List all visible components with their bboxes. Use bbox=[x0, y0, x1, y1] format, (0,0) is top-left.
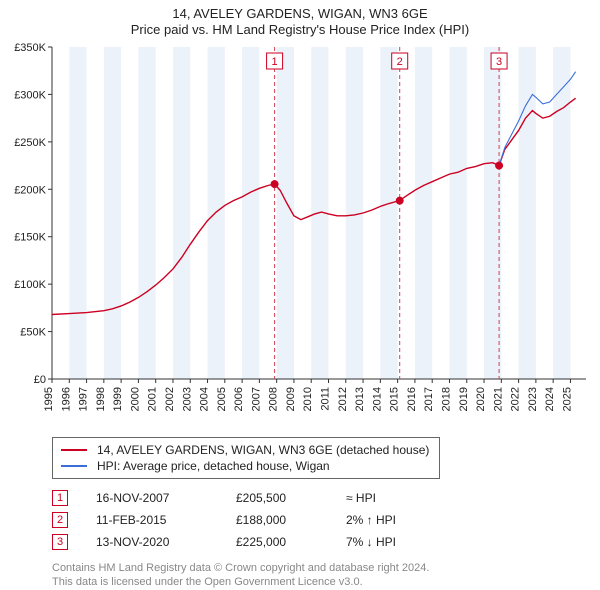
x-tick-label: 2005 bbox=[216, 387, 228, 411]
year-band bbox=[138, 47, 155, 379]
year-band bbox=[277, 47, 294, 379]
transaction-row-price: £225,000 bbox=[236, 535, 346, 549]
transaction-marker-label: 2 bbox=[397, 56, 403, 68]
x-tick-label: 2023 bbox=[527, 387, 539, 411]
x-tick-label: 2009 bbox=[285, 387, 297, 411]
year-band bbox=[69, 47, 86, 379]
transaction-row: 3 13-NOV-2020£225,0007% ↓ HPI bbox=[52, 531, 592, 553]
x-tick-label: 2024 bbox=[544, 387, 556, 411]
x-tick-label: 1999 bbox=[112, 387, 124, 411]
y-tick-label: £50K bbox=[20, 327, 46, 339]
transaction-row-rel: ≈ HPI bbox=[346, 491, 456, 505]
transaction-row-price: £188,000 bbox=[236, 513, 346, 527]
y-tick-label: £100K bbox=[14, 279, 46, 291]
x-tick-label: 1998 bbox=[95, 387, 107, 411]
year-band bbox=[553, 47, 570, 379]
y-tick-label: £250K bbox=[14, 137, 46, 149]
y-tick-label: £300K bbox=[14, 90, 46, 102]
y-tick-label: £150K bbox=[14, 232, 46, 244]
x-tick-label: 2008 bbox=[268, 387, 280, 411]
year-band bbox=[104, 47, 121, 379]
y-tick-label: £350K bbox=[14, 42, 46, 54]
legend-item: 14, AVELEY GARDENS, WIGAN, WN3 6GE (deta… bbox=[61, 442, 431, 458]
transaction-row-price: £205,500 bbox=[236, 491, 346, 505]
transaction-row: 1 16-NOV-2007£205,500≈ HPI bbox=[52, 487, 592, 509]
x-tick-label: 2017 bbox=[423, 387, 435, 411]
year-band bbox=[449, 47, 466, 379]
x-tick-label: 2012 bbox=[337, 387, 349, 411]
x-tick-label: 1997 bbox=[78, 387, 90, 411]
transaction-marker-dot bbox=[396, 197, 403, 204]
transaction-marker-label: 1 bbox=[272, 56, 278, 68]
transaction-row: 2 11-FEB-2015£188,0002% ↑ HPI bbox=[52, 509, 592, 531]
year-band bbox=[519, 47, 536, 379]
x-tick-label: 2016 bbox=[406, 387, 418, 411]
x-tick-label: 2020 bbox=[475, 387, 487, 411]
transaction-row-marker: 2 bbox=[52, 512, 68, 528]
x-tick-label: 2000 bbox=[129, 387, 141, 411]
x-tick-label: 2013 bbox=[354, 387, 366, 411]
transaction-marker-label: 3 bbox=[496, 56, 502, 68]
x-tick-label: 2025 bbox=[561, 387, 573, 411]
transaction-row-rel: 7% ↓ HPI bbox=[346, 535, 456, 549]
transaction-row-date: 11-FEB-2015 bbox=[96, 513, 236, 527]
x-tick-label: 2010 bbox=[302, 387, 314, 411]
legend: 14, AVELEY GARDENS, WIGAN, WN3 6GE (deta… bbox=[52, 437, 440, 479]
chart-svg: £0 £50K £100K £150K £200K £250K £300K £350K 1995… bbox=[8, 41, 592, 431]
transaction-marker-dot bbox=[496, 162, 503, 169]
x-tick-label: 2004 bbox=[199, 387, 211, 411]
transaction-row-rel: 2% ↑ HPI bbox=[346, 513, 456, 527]
transaction-row-date: 13-NOV-2020 bbox=[96, 535, 236, 549]
footer-line-2: This data is licensed under the Open Gov… bbox=[52, 575, 592, 589]
y-tick-label: £0 bbox=[34, 374, 46, 386]
x-tick-label: 2003 bbox=[181, 387, 193, 411]
transaction-row-date: 16-NOV-2007 bbox=[96, 491, 236, 505]
transaction-row-marker: 3 bbox=[52, 534, 68, 550]
transaction-row-marker: 1 bbox=[52, 490, 68, 506]
y-tick-label: £200K bbox=[14, 184, 46, 196]
x-tick-label: 2002 bbox=[164, 387, 176, 411]
x-tick-label: 2014 bbox=[371, 387, 383, 411]
year-band bbox=[242, 47, 259, 379]
footer: Contains HM Land Registry data © Crown c… bbox=[52, 561, 592, 590]
x-tick-label: 2019 bbox=[458, 387, 470, 411]
x-tick-label: 2015 bbox=[389, 387, 401, 411]
transaction-table: 1 16-NOV-2007£205,500≈ HPI 2 11-FEB-2015£18… bbox=[52, 487, 592, 553]
legend-label: HPI: Average price, detached house, Wiga… bbox=[97, 459, 330, 473]
chart-area: £0 £50K £100K £150K £200K £250K £300K £350K 1995… bbox=[8, 41, 592, 431]
legend-label: 14, AVELEY GARDENS, WIGAN, WN3 6GE (deta… bbox=[97, 443, 429, 457]
x-tick-label: 1996 bbox=[60, 387, 72, 411]
x-tick-label: 2006 bbox=[233, 387, 245, 411]
x-tick-label: 2011 bbox=[320, 387, 332, 411]
legend-item: HPI: Average price, detached house, Wiga… bbox=[61, 458, 431, 474]
year-band bbox=[380, 47, 397, 379]
x-tick-label: 1995 bbox=[43, 387, 55, 411]
footer-line-1: Contains HM Land Registry data © Crown c… bbox=[52, 561, 592, 575]
transaction-marker-dot bbox=[271, 181, 278, 188]
x-tick-label: 2007 bbox=[250, 387, 262, 411]
year-band bbox=[173, 47, 190, 379]
legend-swatch bbox=[61, 465, 87, 467]
x-tick-label: 2022 bbox=[510, 387, 522, 411]
chart-title: 14, AVELEY GARDENS, WIGAN, WN3 6GE bbox=[8, 6, 592, 22]
x-tick-label: 2021 bbox=[492, 387, 504, 411]
x-tick-label: 2001 bbox=[147, 387, 159, 411]
legend-swatch bbox=[61, 449, 87, 451]
x-tick-label: 2018 bbox=[440, 387, 452, 411]
chart-subtitle: Price paid vs. HM Land Registry's House … bbox=[8, 22, 592, 38]
year-band bbox=[415, 47, 432, 379]
